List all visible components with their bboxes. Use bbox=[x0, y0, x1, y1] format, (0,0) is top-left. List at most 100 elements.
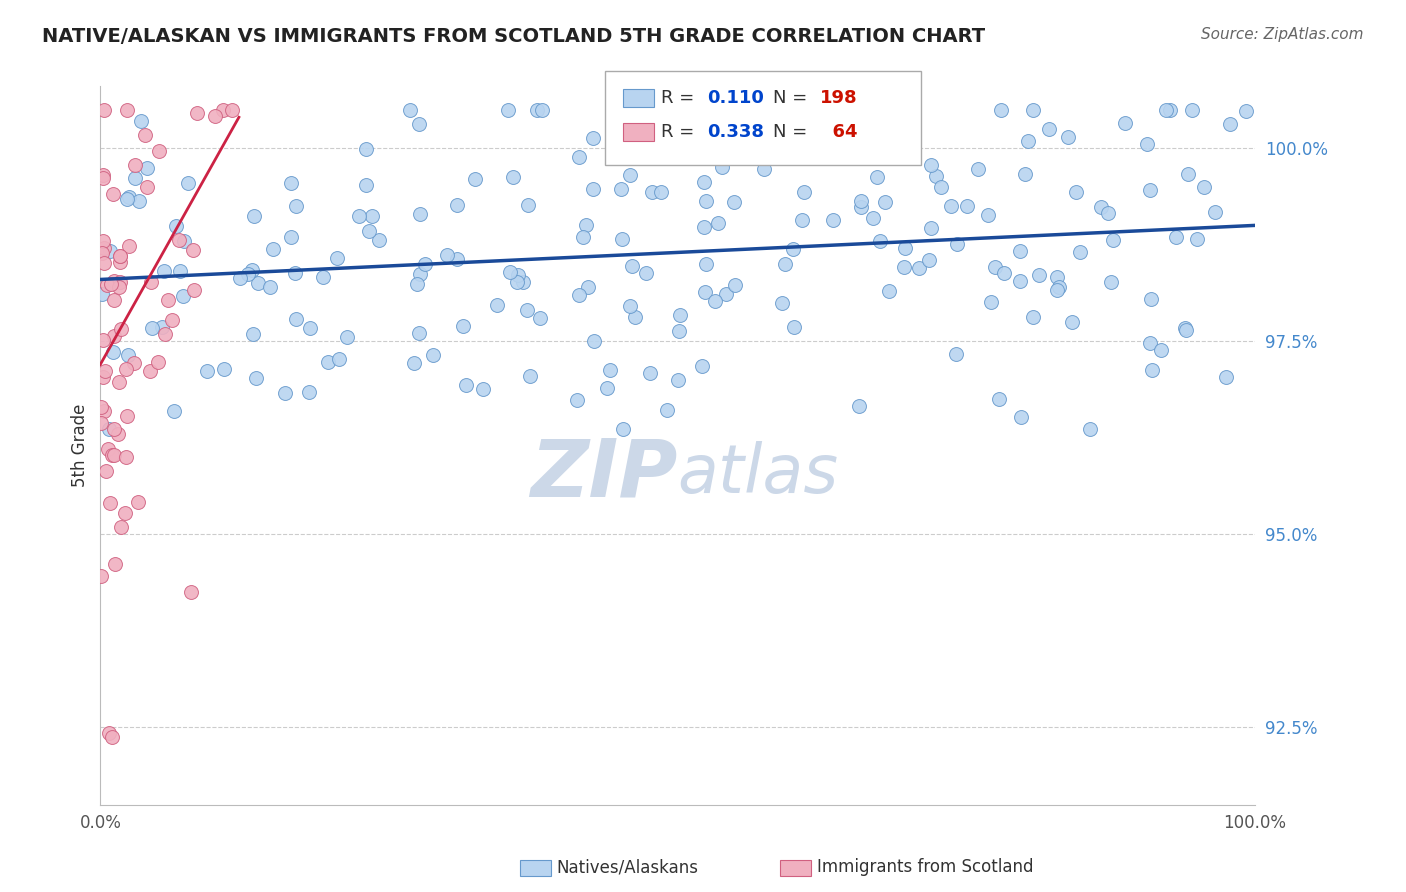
Point bbox=[1060, 315, 1083, 329]
Point bbox=[1101, 233, 1123, 247]
Point bbox=[1010, 244, 1032, 258]
Point bbox=[1022, 310, 1045, 324]
Point bbox=[1078, 422, 1101, 436]
Y-axis label: 5th Grade: 5th Grade bbox=[72, 404, 89, 487]
Point bbox=[139, 364, 162, 378]
Point bbox=[211, 103, 233, 117]
Point bbox=[770, 296, 793, 310]
Point bbox=[634, 266, 657, 280]
Point bbox=[1090, 200, 1112, 214]
Point bbox=[128, 194, 150, 208]
Point bbox=[638, 366, 661, 380]
Point bbox=[1017, 135, 1039, 149]
Point bbox=[284, 266, 307, 280]
Text: N =: N = bbox=[773, 123, 813, 141]
Point bbox=[284, 199, 307, 213]
Point bbox=[575, 218, 598, 232]
Point bbox=[583, 334, 606, 348]
Point bbox=[1150, 343, 1173, 357]
Point bbox=[98, 496, 121, 510]
Point bbox=[1204, 205, 1226, 219]
Point bbox=[624, 123, 647, 137]
Point bbox=[131, 114, 153, 128]
Point bbox=[242, 326, 264, 341]
Point bbox=[1022, 103, 1045, 117]
Point bbox=[519, 368, 541, 383]
Point bbox=[1180, 103, 1202, 117]
Point bbox=[160, 313, 183, 327]
Point bbox=[1139, 183, 1161, 197]
Point bbox=[630, 144, 652, 158]
Point bbox=[695, 257, 717, 271]
Point bbox=[783, 319, 806, 334]
Point bbox=[496, 103, 519, 117]
Point bbox=[153, 264, 176, 278]
Point bbox=[118, 239, 141, 253]
Point bbox=[91, 334, 114, 348]
Point bbox=[917, 253, 939, 268]
Point bbox=[1069, 245, 1091, 260]
Point bbox=[167, 233, 190, 247]
Point bbox=[502, 170, 524, 185]
Point bbox=[1014, 167, 1036, 181]
Point bbox=[172, 289, 194, 303]
Text: 64: 64 bbox=[820, 123, 858, 141]
Point bbox=[640, 185, 662, 199]
Point bbox=[153, 327, 176, 342]
Point bbox=[124, 157, 146, 171]
Point bbox=[90, 400, 112, 414]
Point bbox=[408, 267, 430, 281]
Point bbox=[967, 162, 990, 177]
Point bbox=[101, 345, 124, 359]
Point bbox=[259, 280, 281, 294]
Point bbox=[408, 116, 430, 130]
Point bbox=[110, 520, 132, 534]
Point bbox=[103, 274, 125, 288]
Point bbox=[114, 507, 136, 521]
Point bbox=[471, 382, 494, 396]
Point bbox=[893, 260, 915, 275]
Point bbox=[485, 298, 508, 312]
Point bbox=[582, 131, 605, 145]
Point bbox=[150, 319, 173, 334]
Point bbox=[368, 233, 391, 247]
Point bbox=[93, 256, 115, 270]
Point bbox=[624, 310, 647, 325]
Point bbox=[695, 194, 717, 208]
Point bbox=[422, 348, 444, 362]
Point bbox=[526, 103, 548, 117]
Point bbox=[336, 330, 359, 344]
Point bbox=[946, 236, 969, 251]
Point bbox=[240, 263, 263, 277]
Point bbox=[134, 128, 156, 143]
Point bbox=[274, 386, 297, 401]
Point bbox=[436, 248, 458, 262]
Point bbox=[195, 364, 218, 378]
Text: 198: 198 bbox=[820, 89, 858, 107]
Point bbox=[619, 300, 641, 314]
Point bbox=[941, 199, 963, 213]
Point bbox=[1187, 232, 1209, 246]
Point bbox=[869, 235, 891, 249]
Point bbox=[183, 283, 205, 297]
Point bbox=[135, 179, 157, 194]
Point bbox=[409, 207, 432, 221]
Point bbox=[124, 171, 146, 186]
Point bbox=[1175, 323, 1198, 337]
Point bbox=[94, 364, 117, 378]
Point bbox=[866, 170, 889, 185]
Point bbox=[723, 195, 745, 210]
Point bbox=[451, 319, 474, 334]
Point bbox=[576, 280, 599, 294]
Point bbox=[347, 209, 370, 223]
Point bbox=[204, 110, 226, 124]
Point bbox=[96, 277, 118, 292]
Point bbox=[595, 381, 617, 395]
Point bbox=[262, 243, 284, 257]
Point bbox=[446, 252, 468, 267]
Point bbox=[117, 348, 139, 362]
Point bbox=[572, 230, 595, 244]
Text: R =: R = bbox=[661, 89, 700, 107]
Point bbox=[104, 557, 127, 571]
Text: N =: N = bbox=[773, 89, 813, 107]
